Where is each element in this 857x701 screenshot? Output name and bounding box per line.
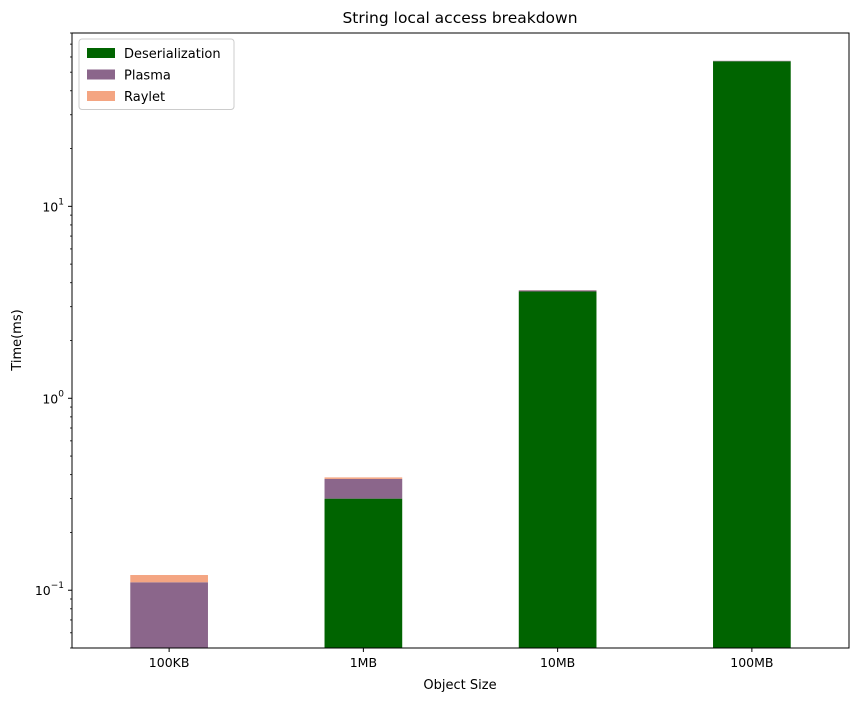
y-tick-label: 101 bbox=[42, 197, 64, 214]
bar-deserialization-1mb bbox=[324, 498, 403, 648]
x-tick-label: 100MB bbox=[730, 655, 773, 670]
legend-swatch-deserialization bbox=[87, 48, 115, 58]
bar-plasma-100kb bbox=[130, 582, 208, 648]
y-tick-label: 10−1 bbox=[35, 581, 64, 598]
y-tick-label: 100 bbox=[42, 389, 64, 406]
legend-swatch-raylet bbox=[87, 91, 115, 101]
bar-raylet-100kb bbox=[130, 575, 208, 583]
legend-swatch-plasma bbox=[87, 69, 115, 80]
legend-label-raylet: Raylet bbox=[124, 90, 165, 105]
legend-label-deserialization: Deserialization bbox=[124, 47, 221, 62]
x-axis: 100KB 1MB 10MB 100MB bbox=[149, 648, 773, 670]
x-tick-label: 100KB bbox=[149, 655, 190, 670]
legend-label-plasma: Plasma bbox=[124, 69, 171, 84]
bar-deserialization-100mb bbox=[713, 61, 791, 648]
bars-layer bbox=[130, 60, 791, 648]
x-axis-label: Object Size bbox=[423, 678, 496, 693]
y-axis: 10−1 100 101 bbox=[35, 32, 72, 649]
chart-title: String local access breakdown bbox=[342, 9, 577, 27]
bar-plasma-1mb bbox=[324, 478, 403, 499]
bar-plasma-10mb bbox=[518, 290, 597, 292]
bar-raylet-1mb bbox=[324, 477, 403, 479]
bar-deserialization-10mb bbox=[518, 291, 597, 648]
x-tick-label: 1MB bbox=[350, 655, 377, 670]
y-axis-label: Time(ms) bbox=[10, 309, 25, 371]
legend: Deserialization Plasma Raylet bbox=[78, 38, 235, 110]
x-tick-label: 10MB bbox=[540, 655, 575, 670]
legend-box bbox=[78, 38, 235, 110]
